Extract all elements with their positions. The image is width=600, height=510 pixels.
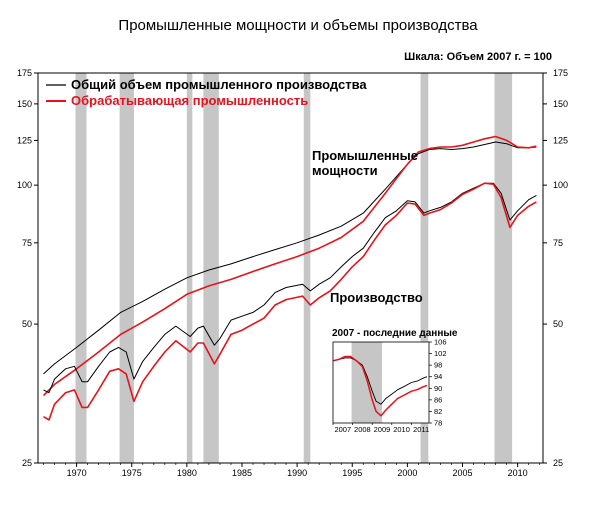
series-lines [42,135,537,421]
recession-band-1 [119,73,134,463]
plot-frame [37,72,544,464]
recession-band-4 [303,73,311,463]
recession-bands [75,73,513,463]
y-tick-label-right: 100 [553,180,568,190]
y-tick-label-left: 125 [17,135,32,145]
y-tick-label-right: 25 [553,458,563,468]
x-tick-label: 1990 [287,468,307,478]
y-tick-label-left: 50 [22,319,32,329]
inset-x-tick-label: 2007 [334,425,351,434]
inset-frame [332,341,430,424]
x-axis: 1970 1975 1980 1985 1990 1995 2000 2005 2010 [43,463,541,478]
recession-band-6 [494,73,513,463]
inset-series-line-1 [332,355,428,417]
legend: Общий объем промышленного производства О… [46,77,367,108]
annotation-capacity-line2: мощности [312,163,378,178]
inset-x-axis: 2007 2008 2009 2010 2011 [332,423,429,434]
x-tick-label: 1970 [67,468,87,478]
x-tick-label: 2005 [452,468,472,478]
y-axis-left: 25 50 75 100 125 150 175 [17,68,38,468]
recession-band-0 [75,73,87,463]
series-line-capacity-0 [43,141,537,375]
inset-x-tick-label: 2011 [413,425,429,434]
series-line-capacity-1 [42,135,537,397]
inset-title: 2007 - последние данные [332,328,458,339]
inset-y-tick-label: 98 [434,361,442,370]
inset-recession-band [351,342,382,423]
y-tick-label-right: 150 [553,99,568,109]
x-tick-label: 1995 [342,468,362,478]
recession-band-5 [420,73,429,463]
recession-band-2 [186,73,193,463]
y-axis-right: 25 50 75 100 125 150 175 [543,68,568,468]
y-tick-label-right: 50 [553,319,563,329]
inset-y-tick-label: 102 [434,349,447,358]
inset-y-tick-label: 82 [434,407,442,416]
annotation-capacity-line1: Промышленные [312,148,418,163]
annotation-production: Производство [330,290,423,305]
inset-y-axis: 78 82 86 90 94 98 102 106 [429,338,447,428]
inset-x-tick-label: 2009 [374,425,391,434]
y-tick-label-right: 175 [553,68,568,78]
inset-series-line-0 [332,357,428,405]
inset-y-tick-label: 94 [434,372,442,381]
x-tick-label: 2000 [397,468,417,478]
series-line-production-2 [43,182,537,394]
y-tick-label-left: 25 [22,458,32,468]
y-tick-label-left: 150 [17,99,32,109]
inset-x-tick-label: 2010 [393,425,410,434]
inset-chart: 2007 - последние данные 78 82 86 90 94 98 102 1… [332,328,458,434]
chart-title: Промышленные мощности и объемы производс… [118,17,478,34]
y-tick-label-right: 125 [553,135,568,145]
y-tick-label-left: 75 [22,238,32,248]
inset-y-tick-label: 86 [434,395,442,404]
scale-note: Шкала: Объем 2007 г. = 100 [404,51,552,63]
inset-y-tick-label: 106 [434,338,447,347]
x-tick-label: 1985 [232,468,252,478]
x-tick-label: 2010 [508,468,528,478]
inset-y-tick-label: 78 [434,419,442,428]
recession-band-3 [203,73,219,463]
inset-y-tick-label: 90 [434,384,442,393]
x-tick-label: 1980 [177,468,197,478]
inset-recession-rect [351,342,382,423]
y-tick-label-left: 175 [17,68,32,78]
series-line-production-3 [43,182,537,421]
y-tick-label-left: 100 [17,180,32,190]
inset-series-lines [332,355,428,417]
x-tick-label: 1975 [122,468,142,478]
y-tick-label-right: 75 [553,238,563,248]
legend-label-total: Общий объем промышленного производства [71,77,367,92]
legend-label-manufacturing: Обрабатывающая промышленность [71,93,308,108]
inset-x-tick-label: 2008 [354,425,371,434]
